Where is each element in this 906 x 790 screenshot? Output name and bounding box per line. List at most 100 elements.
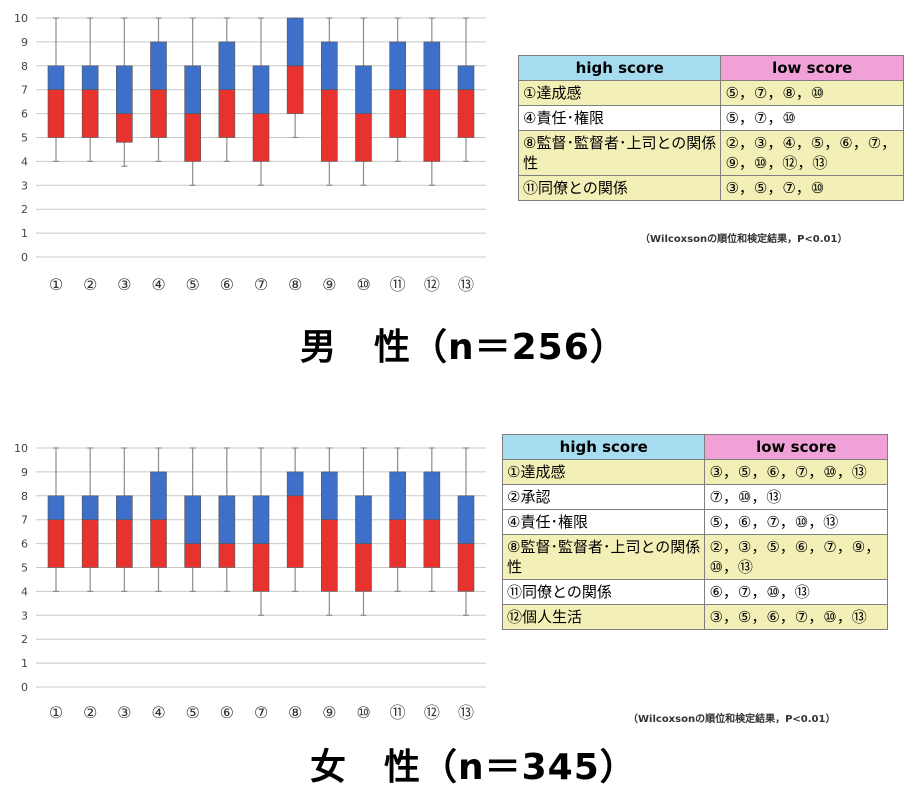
box-upper [252, 495, 270, 544]
box-upper [150, 41, 167, 91]
x-tick-label: ⑦ [254, 703, 268, 722]
x-tick-label: ① [49, 703, 63, 722]
x-tick-label: ⑤ [185, 703, 199, 722]
low-score-cell: ③，⑤，⑦，⑩ [720, 175, 904, 201]
high-score-cell: ⑪同僚との関係 [501, 579, 706, 605]
high-score-cell: ④責任･権限 [517, 105, 722, 131]
low-score-cell: ⑦，⑩，⑬ [704, 484, 888, 510]
table-row: ②承認 ⑦，⑩，⑬ [501, 484, 888, 510]
y-tick-label: 8 [21, 60, 28, 73]
box-upper [47, 65, 65, 91]
box-upper [321, 471, 338, 521]
box-upper [218, 41, 236, 91]
box-lower [389, 89, 406, 138]
x-tick-label: ④ [151, 275, 165, 294]
y-tick-label: 4 [21, 155, 28, 168]
x-tick-label: ⑧ [288, 275, 302, 294]
y-tick-label: 0 [21, 251, 28, 264]
y-tick-label: 5 [21, 132, 28, 145]
high-score-cell: ②承認 [501, 484, 706, 510]
x-tick-label: ⑧ [288, 703, 302, 722]
y-tick-label: 1 [21, 227, 28, 240]
high-score-cell: ⑧監督･監督者･上司との関係性 [517, 130, 722, 176]
box-lower [47, 89, 65, 138]
box-lower [286, 65, 304, 114]
table-row: ⑧監督･監督者･上司との関係性 ②，③，④，⑤，⑥，⑦，⑨，⑩，⑫，⑬ [517, 130, 904, 176]
male-test-note: （Wilcoxsonの順位和検定結果，P<0.01） [640, 234, 848, 245]
box-lower [81, 519, 99, 568]
high-score-cell: ④責任･権限 [501, 509, 706, 535]
male-score-table: high score low score ①達成感 ⑤，⑦，⑧，⑩ ④責任･権限… [517, 55, 904, 201]
box-upper [321, 41, 338, 91]
low-score-header: low score [704, 434, 888, 460]
box-lower [81, 89, 99, 138]
high-score-cell: ⑪同僚との関係 [517, 175, 722, 201]
table-header-row: high score low score [501, 434, 888, 460]
x-tick-label: ⑫ [424, 275, 440, 294]
x-tick-label: ⑩ [356, 275, 370, 294]
x-tick-label: ⑥ [220, 275, 234, 294]
box-upper [286, 471, 304, 497]
box-upper [389, 471, 406, 521]
box-upper [81, 65, 99, 91]
box-upper [423, 41, 441, 91]
low-score-header: low score [720, 55, 904, 81]
box-lower [355, 543, 372, 592]
high-score-cell: ⑫個人生活 [501, 604, 706, 630]
female-chart-title: 女 性（n＝345） [310, 747, 637, 788]
box-lower [150, 89, 167, 138]
y-tick-label: 0 [21, 681, 28, 694]
box-lower [184, 543, 201, 568]
y-tick-label: 6 [21, 108, 28, 121]
y-tick-label: 7 [21, 514, 28, 527]
box-lower [423, 519, 441, 568]
box-upper [423, 471, 441, 521]
low-score-cell: ③，⑤，⑥，⑦，⑩，⑬ [704, 604, 888, 630]
x-tick-label: ⑤ [185, 275, 199, 294]
x-tick-label: ⑨ [322, 703, 336, 722]
box-upper [47, 495, 65, 520]
y-tick-label: 4 [21, 585, 28, 598]
box-lower [218, 543, 236, 568]
female-test-note: （Wilcoxsonの順位和検定結果，P<0.01） [628, 714, 836, 725]
high-score-cell: ①達成感 [517, 80, 722, 106]
y-tick-label: 3 [21, 609, 28, 622]
box-lower [184, 113, 201, 162]
box-upper [457, 65, 475, 91]
x-tick-label: ④ [151, 703, 165, 722]
table-row: ⑧監督･監督者･上司との関係性 ②，③，⑤，⑥，⑦，⑨，⑩，⑬ [501, 534, 888, 580]
box-upper [150, 471, 167, 521]
y-tick-label: 3 [21, 179, 28, 192]
x-tick-label: ⑪ [390, 275, 406, 294]
male-chart-title: 男 性（n＝256） [300, 327, 627, 368]
y-tick-label: 1 [21, 657, 28, 670]
x-tick-label: ⑦ [254, 275, 268, 294]
box-upper [355, 65, 372, 114]
low-score-cell: ⑤，⑦，⑧，⑩ [720, 80, 904, 106]
female-box-chart: 0 1 2 3 4 5 6 7 8 9 10 ① ② ③ ④ ⑤ ⑥ ⑦ ⑧ ⑨ ⑩ ⑪ ⑫ ⑬ [0, 436, 490, 726]
low-score-cell: ⑥，⑦，⑩，⑬ [704, 579, 888, 605]
low-score-cell: ②，③，⑤，⑥，⑦，⑨，⑩，⑬ [704, 534, 888, 580]
box-lower [286, 495, 304, 568]
box-plot-svg: 0 1 2 3 4 5 6 7 8 9 10 ① ② ③ ④ ⑤ ⑥ ⑦ ⑧ ⑨ ⑩ ⑪ ⑫ ⑬ [14, 442, 486, 722]
table-row: ①達成感 ③，⑤，⑥，⑦，⑩，⑬ [501, 459, 888, 485]
high-score-cell: ①達成感 [501, 459, 706, 485]
y-tick-label: 5 [21, 562, 28, 575]
box-plot-svg: 0 1 2 3 4 5 6 7 8 9 10 ① ② ③ ④ ⑤ ⑥ ⑦ ⑧ ⑨ ⑩ ⑪ ⑫ ⑬ [14, 12, 486, 294]
table-row: ④責任･権限 ⑤，⑥，⑦，⑩，⑬ [501, 509, 888, 535]
box-lower [150, 519, 167, 568]
table-row: ⑪同僚との関係 ⑥，⑦，⑩，⑬ [501, 579, 888, 605]
box-lower [252, 113, 270, 162]
y-tick-label: 2 [21, 203, 28, 216]
box-lower [355, 113, 372, 162]
box-lower [457, 543, 475, 592]
box-lower [321, 89, 338, 162]
table-row: ⑫個人生活 ③，⑤，⑥，⑦，⑩，⑬ [501, 604, 888, 630]
y-tick-label: 8 [21, 490, 28, 503]
table-header-row: high score low score [517, 55, 904, 81]
x-tick-label: ⑬ [458, 703, 474, 722]
x-tick-label: ① [49, 275, 63, 294]
y-tick-label: 6 [21, 538, 28, 551]
female-score-table: high score low score ①達成感 ③，⑤，⑥，⑦，⑩，⑬ ②承… [501, 434, 888, 630]
box-upper [218, 495, 236, 544]
